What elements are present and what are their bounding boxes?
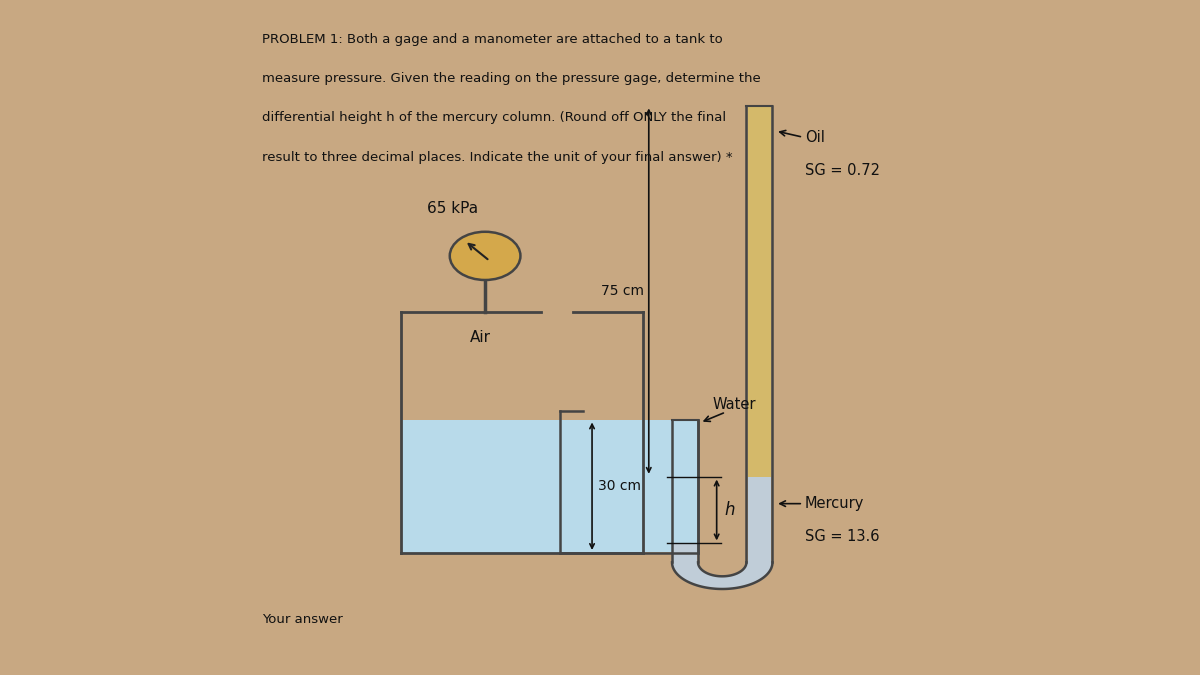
Text: Your answer: Your answer bbox=[262, 613, 343, 626]
Polygon shape bbox=[672, 562, 773, 589]
Text: Mercury: Mercury bbox=[805, 496, 864, 511]
Text: 75 cm: 75 cm bbox=[601, 284, 644, 298]
Text: SG = 13.6: SG = 13.6 bbox=[805, 529, 880, 544]
Text: h: h bbox=[724, 501, 734, 519]
Bar bbox=[748, 476, 772, 562]
Text: 30 cm: 30 cm bbox=[598, 479, 641, 493]
Text: differential height h of the mercury column. (Round off ONLY the final: differential height h of the mercury col… bbox=[262, 111, 726, 124]
Bar bbox=[560, 420, 697, 552]
Bar bbox=[673, 543, 697, 562]
Text: 65 kPa: 65 kPa bbox=[427, 201, 478, 216]
Text: PROBLEM 1: Both a gage and a manometer are attached to a tank to: PROBLEM 1: Both a gage and a manometer a… bbox=[262, 32, 722, 45]
Text: SG = 0.72: SG = 0.72 bbox=[805, 163, 880, 178]
Bar bbox=[401, 420, 643, 553]
Text: measure pressure. Given the reading on the pressure gage, determine the: measure pressure. Given the reading on t… bbox=[262, 72, 761, 85]
Text: Water: Water bbox=[712, 397, 756, 412]
Circle shape bbox=[450, 232, 521, 280]
Text: Oil: Oil bbox=[805, 130, 824, 144]
Bar bbox=[673, 420, 697, 543]
Text: Air: Air bbox=[470, 329, 491, 345]
Bar bbox=[748, 105, 772, 477]
Text: result to three decimal places. Indicate the unit of your final answer) *: result to three decimal places. Indicate… bbox=[262, 151, 732, 163]
